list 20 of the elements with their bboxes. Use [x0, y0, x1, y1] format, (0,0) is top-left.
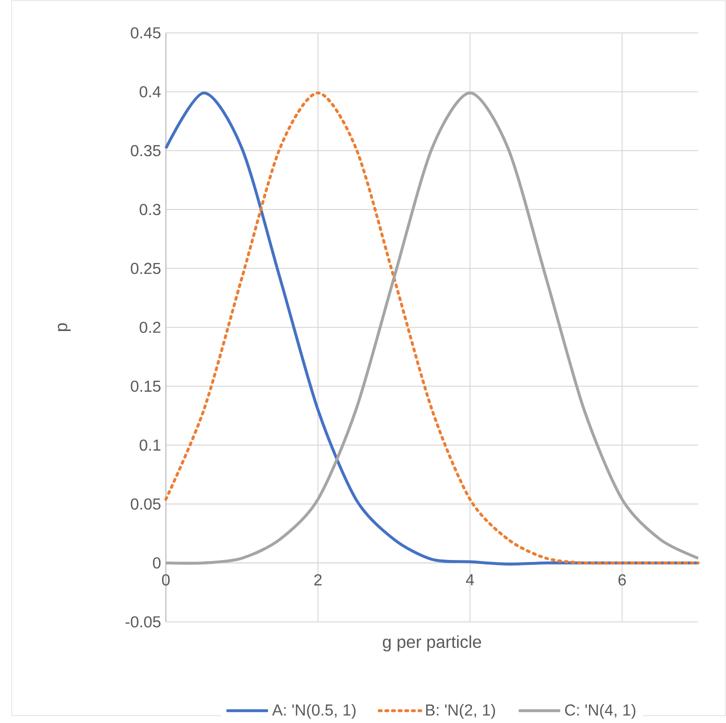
legend-label: B: 'N(2, 1) [426, 704, 495, 719]
y-tick-label: 0.15 [130, 380, 160, 392]
y-tick-label: 0.35 [130, 145, 160, 156]
x-axis-title: g per particle [382, 635, 482, 652]
x-tick-label: 6 [618, 574, 626, 586]
y-tick-label: 0.1 [140, 440, 160, 451]
y-tick-label: 0.05 [130, 498, 160, 510]
y-tick-label: 0 [152, 557, 161, 569]
legend-label: A: 'N(0.5, 1) [272, 704, 356, 719]
legend-label: C: 'N(4, 1) [565, 704, 636, 719]
y-tick-label: 0.3 [140, 204, 160, 216]
x-tick-label: 4 [466, 574, 474, 586]
y-tick-label: 0.2 [140, 322, 160, 334]
y-axis-title: p [58, 323, 71, 332]
y-tick-label: 0.25 [130, 262, 160, 274]
y-tick-label: -0.05 [126, 616, 160, 628]
y-tick-label: 0.45 [130, 27, 160, 39]
y-tick-label: 0.4 [140, 86, 161, 98]
x-tick-label: 0 [162, 574, 170, 586]
x-tick-label: 2 [314, 574, 322, 586]
